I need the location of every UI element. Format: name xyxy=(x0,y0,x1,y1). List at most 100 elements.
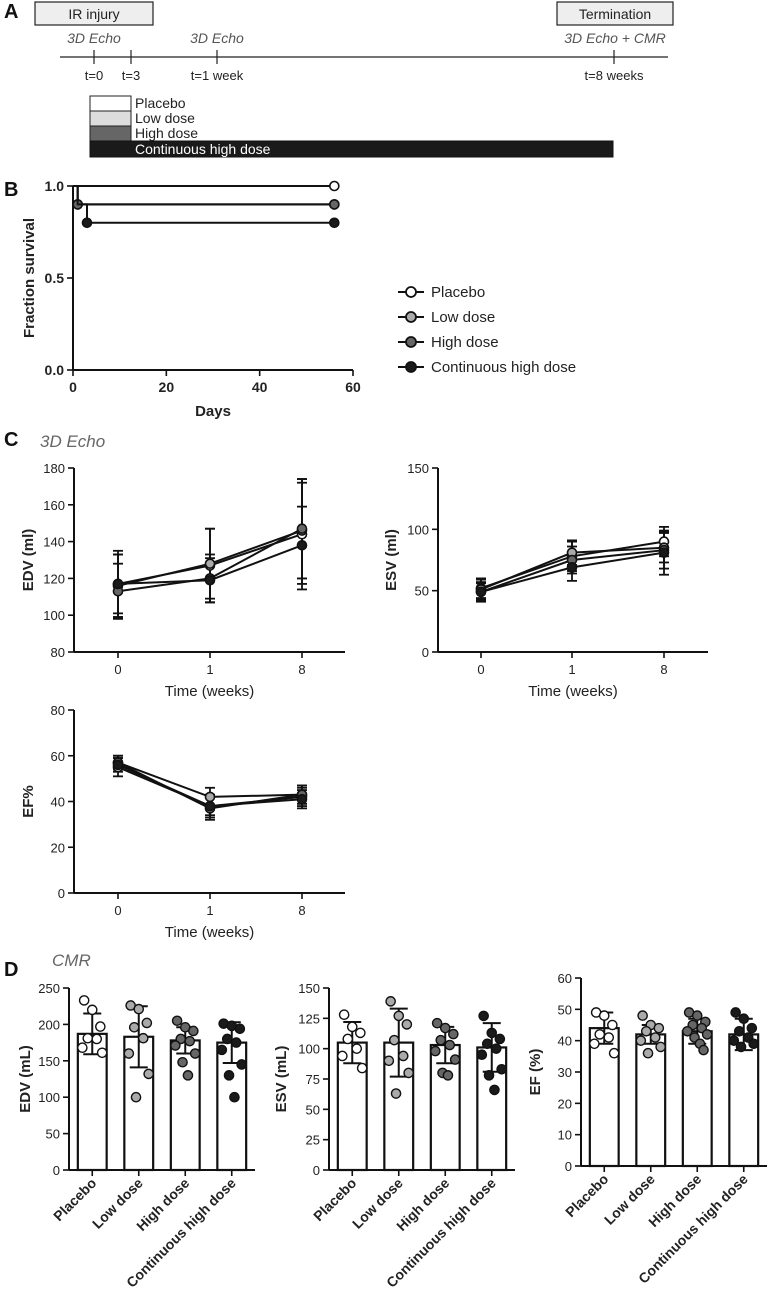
cmr-edv-y-tick-label: 200 xyxy=(38,1017,60,1032)
survival-marker xyxy=(329,217,340,229)
cmr-ef-data-point xyxy=(748,1038,759,1050)
survival-y-tick-label: 1.0 xyxy=(45,178,65,194)
cmr-ef-data-point xyxy=(603,1032,615,1043)
cmr-edv-data-point xyxy=(171,1015,183,1027)
panel-letter-c: C xyxy=(4,429,18,451)
echo-edv-x-tick-label: 1 xyxy=(206,662,213,677)
cmr-ef-y-tick-label: 40 xyxy=(558,1034,572,1049)
cmr-edv-data-point xyxy=(77,1042,88,1053)
echo-edv-y-label: EDV (ml) xyxy=(20,529,37,592)
cmr-edv-data-point xyxy=(234,1023,246,1035)
survival-chart: 0.0 0.5 1.0 0 20 40 60 Days Fraction survival xyxy=(21,178,361,420)
echo-edv-point xyxy=(204,558,216,569)
cmr-edv-data-point xyxy=(223,1070,235,1081)
time-label-t3: t=3 xyxy=(122,68,140,83)
cmr-edv-data-point xyxy=(86,1004,98,1016)
cmr-ef-data-point xyxy=(649,1032,661,1043)
echo-edv-y-tick-label: 100 xyxy=(43,608,65,623)
cmr-edv-y-tick-label: 50 xyxy=(46,1127,60,1142)
cmr-esv-y-tick-label: 150 xyxy=(298,981,320,996)
cmr-esv-data-point xyxy=(430,1045,441,1057)
ir-injury-box xyxy=(34,1,154,26)
cmr-esv-data-point xyxy=(476,1049,488,1061)
cmr-ef-data-point xyxy=(682,1025,693,1037)
cmr-esv-data-point xyxy=(486,1027,498,1039)
cmr-ef-data-point xyxy=(607,1019,618,1031)
cmr-ef-y-tick-label: 0 xyxy=(565,1159,572,1174)
cmr-esv-data-point xyxy=(346,1021,358,1033)
legend-marker-continuous xyxy=(405,361,417,373)
survival-x-label: Days xyxy=(195,403,231,420)
echo-esv-y-tick-label: 0 xyxy=(422,645,429,660)
cmr-edv-data-point xyxy=(188,1025,199,1037)
legend-label-continuous: Continuous high dose xyxy=(431,359,576,376)
echo-ef-x-tick-label: 0 xyxy=(114,903,121,918)
cmr-ef-y-tick-label: 30 xyxy=(558,1065,572,1080)
cmr-esv-data-point xyxy=(337,1050,348,1062)
cmr-esv-y-label: ESV (mL) xyxy=(273,1046,290,1113)
dose-bar-continuous xyxy=(89,140,614,158)
cmr-ef-y-tick-label: 10 xyxy=(558,1128,572,1143)
echo-esv-chart: 0 50 100 150 0 1 8 Time (weeks) ESV (ml) xyxy=(383,461,708,700)
cmr-edv-data-point xyxy=(230,1037,242,1048)
survival-marker xyxy=(329,180,340,192)
cmr-esv-y-tick-label: 50 xyxy=(306,1102,320,1117)
echo-edv-y-tick-label: 120 xyxy=(43,571,65,586)
survival-y-label: Fraction survival xyxy=(21,218,38,338)
cmr-edv-y-tick-label: 0 xyxy=(53,1163,60,1178)
legend-label-high-dose: High dose xyxy=(431,334,499,351)
cmr-esv-data-point xyxy=(494,1033,506,1045)
survival-y-tick-label: 0.5 xyxy=(45,270,65,286)
cmr-edv-data-point xyxy=(91,1033,103,1045)
cmr-edv-data-point xyxy=(141,1017,153,1029)
cmr-edv-data-point xyxy=(133,1003,145,1015)
echo-edv-x-tick-label: 0 xyxy=(114,662,121,677)
cmr-ef-y-tick-label: 20 xyxy=(558,1096,572,1111)
survival-marker xyxy=(329,199,340,210)
cmr-ef-y-tick-label: 50 xyxy=(558,1002,572,1017)
cmr-ef-data-point xyxy=(589,1038,600,1050)
cmr-edv-data-point xyxy=(95,1021,106,1032)
cmr-ef-data-point xyxy=(746,1022,758,1034)
cmr-esv-y-tick-label: 100 xyxy=(298,1042,320,1057)
legend-label-placebo: Placebo xyxy=(431,284,485,301)
survival-marker xyxy=(81,217,93,229)
cmr-ef-data-point xyxy=(691,1010,703,1021)
echo-ef-point xyxy=(204,800,216,812)
cmr-ef-data-point xyxy=(735,1041,747,1053)
echo-edv-point xyxy=(296,539,308,551)
cmr-edv-data-point xyxy=(189,1048,201,1059)
echo-ef-x-label: Time (weeks) xyxy=(165,924,254,941)
echo-ef-y-tick-label: 0 xyxy=(58,886,65,901)
cmr-edv-data-point xyxy=(143,1068,154,1080)
echo-ef-y-tick-label: 40 xyxy=(51,795,65,810)
cmr-ef-data-point xyxy=(733,1025,745,1037)
cmr-esv-y-tick-label: 125 xyxy=(298,1011,320,1026)
cmr-edv-data-point xyxy=(216,1044,228,1056)
echo-ef-x-tick-label: 1 xyxy=(206,903,213,918)
cmr-esv-data-point xyxy=(351,1043,363,1054)
cmr-esv-data-point xyxy=(431,1017,443,1029)
cmr-edv-data-point xyxy=(137,1032,149,1044)
cmr-esv-y-tick-label: 0 xyxy=(313,1163,320,1178)
echo-edv-y-tick-label: 140 xyxy=(43,535,65,550)
section-label-echo: 3D Echo xyxy=(40,432,105,451)
echo-ef-y-tick-label: 20 xyxy=(51,840,65,855)
echo-esv-y-tick-label: 100 xyxy=(407,522,429,537)
echo-ef-chart: 0 20 40 60 80 0 1 8 Time (weeks) EF% xyxy=(20,703,345,941)
echo-ef-point xyxy=(204,791,216,803)
echo-edv-point xyxy=(204,574,216,586)
cmr-edv-data-point xyxy=(130,1091,142,1103)
cmr-edv-data-point xyxy=(123,1048,135,1059)
cmr-esv-data-point xyxy=(355,1027,366,1039)
time-label-week1: t=1 week xyxy=(191,68,244,83)
cmr-esv-data-point xyxy=(489,1084,500,1096)
cmr-ef-data-point xyxy=(642,1047,654,1059)
termination-label: Termination xyxy=(579,6,651,22)
survival-x-tick-label: 60 xyxy=(345,379,361,395)
dose-label-placebo: Placebo xyxy=(135,95,186,111)
cmr-esv-data-point xyxy=(442,1070,454,1081)
panel-letter-b: B xyxy=(4,179,18,201)
cmr-ef-data-point xyxy=(698,1044,709,1056)
